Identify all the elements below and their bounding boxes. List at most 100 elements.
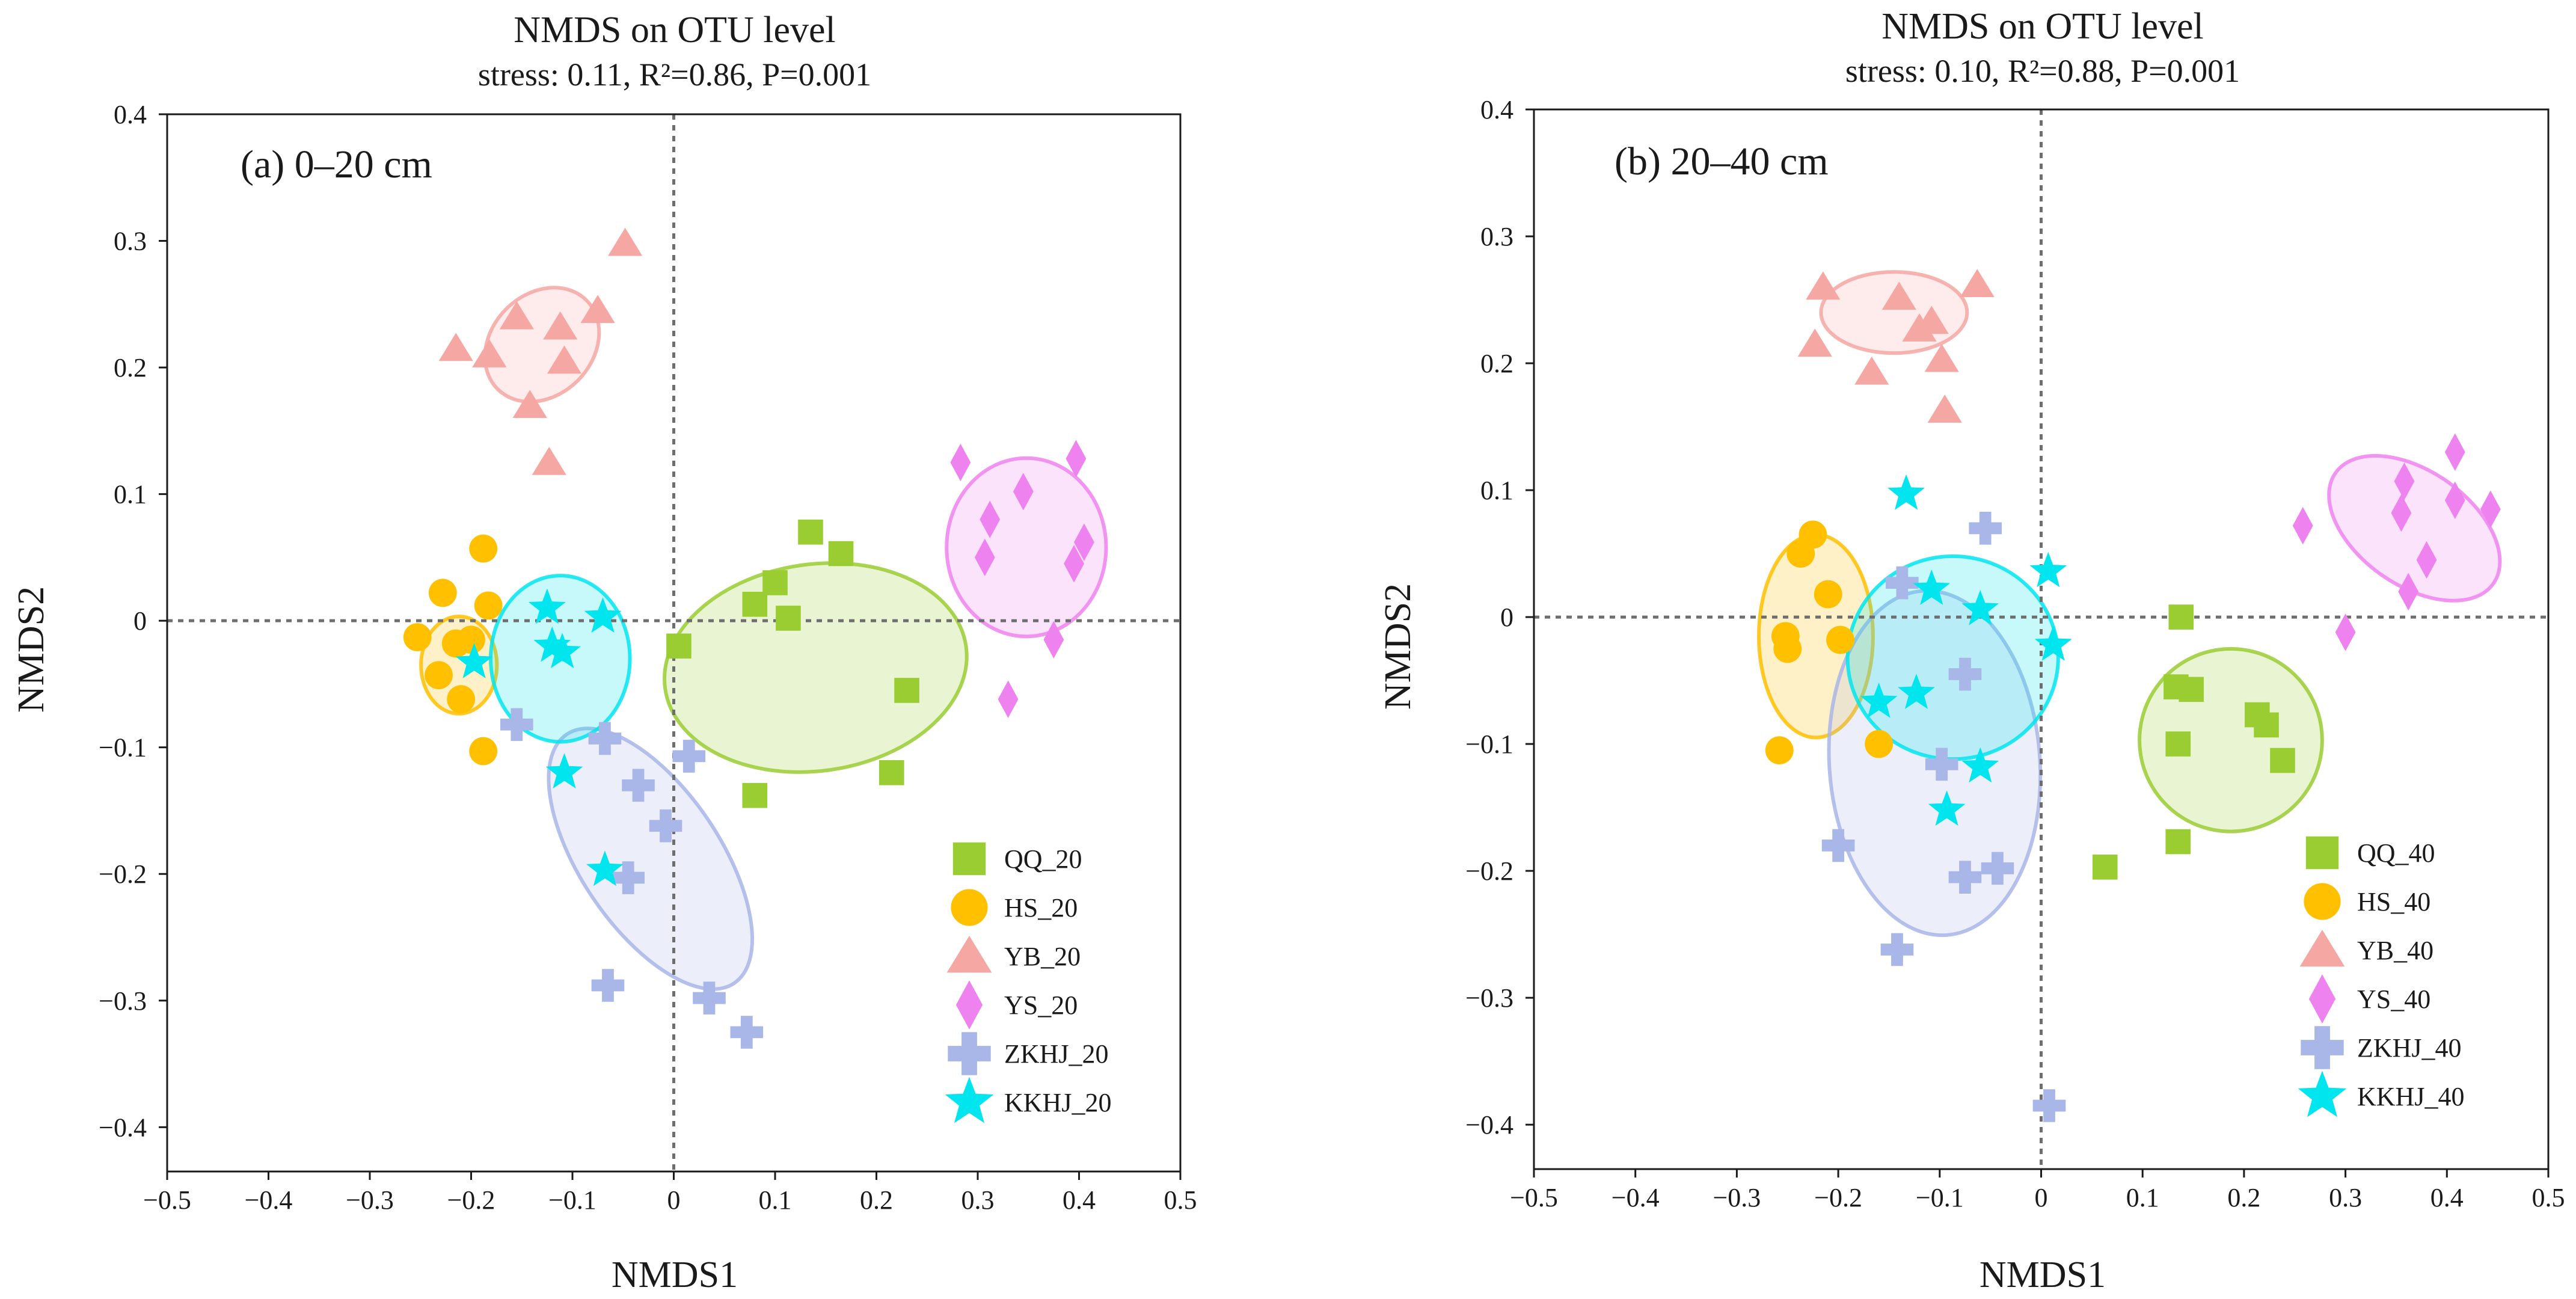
data-point: [2444, 433, 2465, 471]
data-point: [1948, 657, 1982, 691]
y-tick-label: 0.4: [1480, 95, 1513, 124]
x-axis-label: NMDS1: [1980, 1254, 2106, 1295]
legend-marker: [951, 889, 988, 926]
data-point: [2034, 625, 2072, 661]
data-point: [547, 345, 582, 374]
data-point: [1013, 473, 1034, 511]
data-point: [1814, 580, 1842, 609]
legend-marker: [948, 1032, 991, 1075]
data-point: [533, 626, 571, 662]
x-tick-label: 0.1: [2126, 1183, 2159, 1212]
series-QQ_20: [666, 519, 919, 808]
data-point: [512, 390, 547, 419]
data-point: [2416, 541, 2437, 579]
legend-label: YS_40: [2357, 984, 2430, 1014]
data-point: [2292, 506, 2313, 545]
data-point: [666, 633, 692, 659]
x-tick-label: 0.2: [860, 1185, 893, 1215]
y-tick-label: 0.2: [114, 353, 147, 382]
data-point: [545, 753, 583, 789]
legend-label: KKHJ_40: [2357, 1082, 2464, 1111]
legend-marker: [2305, 836, 2339, 870]
x-tick-label: 0.2: [2227, 1183, 2260, 1212]
x-tick-label: −0.1: [1916, 1183, 1964, 1212]
data-point: [1881, 281, 1916, 310]
panel-label: (b) 20–40 cm: [1615, 140, 1829, 183]
y-tick-label: −0.1: [1465, 729, 1513, 759]
y-tick-label: 0: [1500, 603, 1513, 632]
series-YB_40: [1797, 269, 1995, 423]
data-point: [403, 623, 432, 651]
data-point: [1797, 328, 1832, 357]
data-point: [1902, 313, 1937, 342]
x-tick-label: 0.5: [1164, 1185, 1197, 1215]
legend-item-YB_40: YB_40: [2299, 930, 2433, 967]
data-point: [672, 740, 706, 773]
legend-label: HS_20: [1004, 893, 1078, 923]
data-point: [1913, 570, 1951, 605]
confidence-ellipse-ZKHJ_20: [547, 726, 755, 991]
data-point: [894, 678, 919, 703]
data-point: [1927, 395, 1962, 423]
data-point: [776, 606, 801, 631]
data-point: [1928, 790, 1966, 826]
data-point: [1948, 861, 1982, 894]
legend-item-ZKHJ_40: ZKHJ_40: [2301, 1026, 2462, 1069]
y-tick-label: −0.2: [1465, 856, 1513, 886]
series-ZKHJ_40: [1821, 512, 2066, 1122]
legend-item-KKHJ_40: KKHJ_40: [2298, 1070, 2464, 1117]
data-point: [438, 333, 473, 361]
nmds-panel-0-20cm: NMDS on OTU level stress: 0.11, R²=0.86,…: [11, 10, 1197, 1295]
data-point: [798, 519, 823, 545]
series-YS_20: [950, 440, 1094, 718]
legend-marker: [955, 980, 983, 1030]
x-tick-label: −0.5: [1510, 1183, 1558, 1212]
data-point: [1865, 729, 1893, 758]
data-point: [474, 591, 503, 620]
data-point: [622, 769, 655, 802]
confidence-ellipse-KKHJ_40: [1845, 554, 2060, 761]
data-point: [1961, 747, 1999, 783]
data-point: [1924, 343, 1959, 372]
plot-area: −0.5 −0.4 −0.3 −0.2 −0.1 0 0.1 0.2 0.3 0.4 0.5 −0.4…: [1465, 95, 2565, 1212]
data-point: [2391, 494, 2412, 532]
plot-area: −0.5 −0.4 −0.3 −0.2 −0.1 0 0.1 0.2 0.3 0.4 0.5 −0.4…: [99, 100, 1197, 1215]
legend: QQ_20 HS_20 YB_20 YS_20 ZKHJ_20 KKHJ_20: [945, 842, 1111, 1123]
data-point: [2168, 604, 2194, 630]
legend-item-YS_40: YS_40: [2308, 974, 2430, 1024]
data-point: [469, 737, 498, 766]
legend-label: QQ_40: [2357, 838, 2435, 868]
data-point: [2165, 829, 2191, 855]
y-tick-label: −0.3: [1465, 983, 1513, 1013]
data-point: [455, 643, 493, 678]
series-HS_40: [1765, 520, 1893, 765]
data-point: [591, 969, 625, 1002]
data-point: [447, 685, 476, 714]
data-point: [742, 591, 768, 617]
data-point: [1925, 748, 1958, 781]
data-point: [529, 588, 566, 624]
legend-marker: [2299, 930, 2345, 967]
confidence-ellipse-YS_20: [945, 456, 1108, 639]
chart-title: NMDS on OTU level: [514, 10, 836, 51]
confidence-ellipse-YB_40: [1819, 270, 1969, 355]
legend-marker: [952, 842, 986, 876]
data-point: [1064, 545, 1084, 583]
data-point: [469, 534, 498, 563]
data-point: [1960, 269, 1995, 298]
x-tick-label: 0.4: [1063, 1185, 1096, 1215]
data-point: [2165, 731, 2191, 757]
data-point: [580, 295, 615, 324]
data-point: [649, 809, 682, 843]
x-tick-label: −0.2: [447, 1185, 495, 1215]
data-point: [544, 633, 581, 669]
data-point: [879, 760, 904, 785]
data-point: [1898, 674, 1935, 709]
x-tick-label: 0.3: [961, 1185, 995, 1215]
data-point: [2029, 551, 2067, 588]
data-point: [1074, 523, 1094, 561]
data-point: [998, 680, 1019, 718]
y-tick-label: 0.3: [1480, 222, 1513, 251]
